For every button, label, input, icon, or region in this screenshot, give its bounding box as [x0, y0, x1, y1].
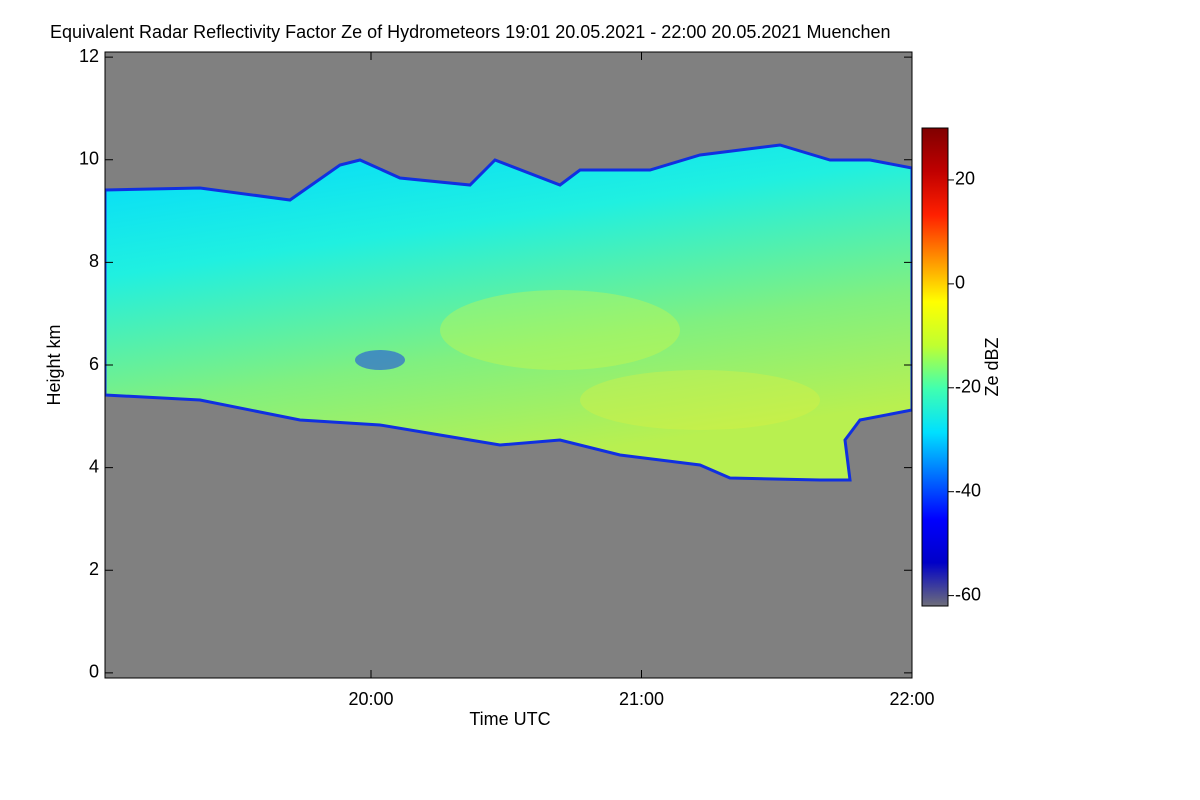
cloud-feature — [580, 370, 820, 430]
y-axis-label: Height km — [44, 324, 64, 405]
echo-field — [105, 143, 912, 482]
colorbar-tick-label: -60 — [955, 584, 981, 604]
x-tick-label: 21:00 — [619, 689, 664, 709]
chart-title: Equivalent Radar Reflectivity Factor Ze … — [50, 22, 891, 42]
x-tick-label: 20:00 — [348, 689, 393, 709]
colorbar-tick-label: 0 — [955, 273, 965, 293]
colorbar — [921, 127, 949, 607]
colorbar-tick-label: 20 — [955, 169, 975, 189]
x-axis-label: Time UTC — [469, 709, 550, 729]
colorbar-tick-label: -20 — [955, 377, 981, 397]
y-tick-label: 10 — [79, 149, 99, 169]
y-tick-label: 0 — [89, 662, 99, 682]
cloud — [105, 143, 912, 482]
cloud-feature — [440, 290, 680, 370]
cloud-feature — [355, 350, 405, 370]
colorbar-tick-label: -40 — [955, 480, 981, 500]
x-tick-label: 22:00 — [889, 689, 934, 709]
y-tick-label: 6 — [89, 354, 99, 374]
y-tick-label: 4 — [89, 456, 99, 476]
y-tick-label: 8 — [89, 251, 99, 271]
colorbar-label: Ze dBZ — [982, 337, 1002, 396]
y-tick-label: 2 — [89, 559, 99, 579]
y-tick-label: 12 — [79, 46, 99, 66]
